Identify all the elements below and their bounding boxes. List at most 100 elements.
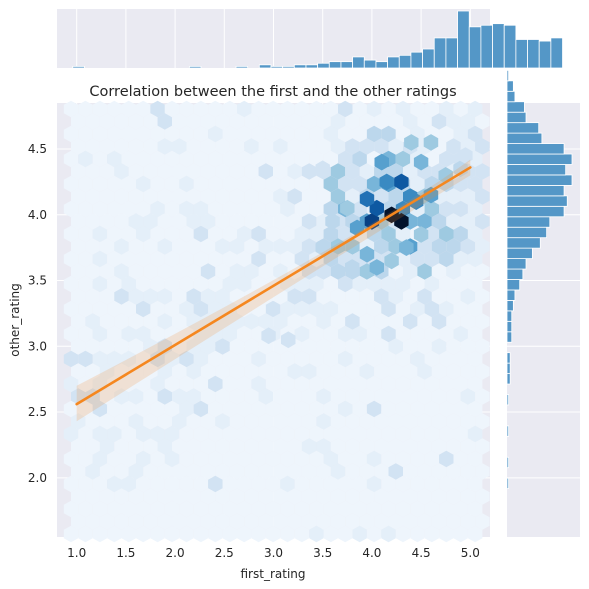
hex-cell-dense [315, 239, 330, 256]
hex-cell [446, 263, 461, 280]
hex-cell [388, 113, 403, 130]
hex-cell [280, 450, 295, 468]
hex-cell [143, 513, 158, 530]
hex-cell [143, 188, 158, 205]
hex-cell [309, 475, 324, 493]
y-tick-label: 3.0 [28, 339, 47, 353]
hex-cell [446, 238, 461, 255]
hex-cell [410, 375, 425, 393]
hex-cell [287, 188, 302, 205]
hex-cell [439, 325, 454, 343]
hex-cell [237, 475, 252, 493]
hex-cell [460, 238, 476, 255]
hex-cell [403, 313, 418, 330]
hex-cell [63, 375, 79, 393]
hex-cell [273, 288, 288, 305]
hex-cell [287, 363, 302, 380]
hex-cell [114, 138, 129, 155]
hex-cell [114, 488, 129, 505]
hex-cell [172, 363, 187, 380]
hex-cell [237, 100, 252, 118]
hex-cell [172, 138, 187, 155]
hex-cell [99, 238, 115, 255]
hex-cell [287, 113, 302, 130]
hex-cell [352, 150, 367, 168]
hex-cell [179, 450, 194, 468]
hex-cell [222, 175, 237, 193]
hex-cell [316, 113, 331, 130]
hex-cell [193, 150, 209, 168]
hex-cell [237, 125, 252, 143]
hex-cell [172, 213, 187, 230]
hex-cell [237, 400, 252, 418]
hex-cell [143, 438, 158, 455]
y-tick-label: 4.5 [28, 142, 47, 156]
hex-cell [265, 425, 281, 443]
hex-cell [323, 375, 338, 393]
hex-cell [63, 475, 79, 493]
hexbin-layer [63, 100, 490, 543]
x-tick-label: 3.5 [313, 546, 332, 560]
hex-cell [78, 450, 93, 468]
hex-cell [150, 225, 165, 243]
hex-cell [157, 213, 172, 230]
marginal-y-bar [506, 69, 509, 82]
hex-cell [424, 250, 440, 268]
hex-cell [359, 413, 375, 430]
hex-cell [186, 363, 201, 380]
x-axis: 1.0 1.5 2.0 2.5 3.0 3.5 4.0 4.5 5.0 [67, 546, 480, 560]
hex-cell [258, 463, 274, 480]
hex-cell [316, 188, 331, 205]
hex-cell [121, 350, 136, 368]
hex-cell [366, 100, 382, 118]
hex-cell [229, 213, 245, 230]
hex-cell [107, 100, 122, 118]
hex-cell [323, 225, 338, 243]
hex-cell [431, 413, 447, 430]
hex-cell [424, 450, 440, 468]
hex-cell [78, 200, 93, 218]
marginal-x-bar [282, 66, 295, 69]
hex-cell [410, 400, 425, 418]
hex-cell [338, 125, 353, 143]
hex-cell [366, 175, 382, 193]
hex-cell [164, 125, 180, 143]
hex-cell [467, 100, 483, 118]
hex-cell [338, 400, 353, 418]
hex-cell [439, 400, 454, 418]
hex-cell [179, 525, 194, 543]
marginal-x-bar [422, 48, 435, 69]
hex-cell [280, 250, 295, 268]
marginal-y-bar [506, 289, 516, 301]
hex-cell [338, 475, 353, 493]
hex-cell [280, 125, 295, 143]
hex-cell [186, 413, 201, 430]
hex-cell [294, 450, 310, 468]
hex-cell [374, 138, 389, 155]
hex-cell [143, 238, 158, 255]
hex-cell [388, 138, 403, 155]
hex-cell [273, 463, 288, 480]
hex-cell [330, 438, 346, 455]
hex-cell [215, 488, 230, 505]
hex-cell [273, 513, 288, 530]
hex-cell [446, 363, 461, 380]
hex-cell [85, 338, 100, 355]
hex-cell [265, 150, 281, 168]
y-axis: 2.0 2.5 3.0 3.5 4.0 4.5 [28, 142, 47, 485]
hex-cell [460, 188, 476, 205]
hex-cell [78, 150, 93, 168]
hex-cell [99, 413, 115, 430]
hex-cell [237, 150, 252, 168]
marginal-x-bar [503, 24, 517, 69]
hex-cell [345, 313, 360, 330]
hex-cell [381, 300, 396, 318]
hex-cell [475, 438, 490, 455]
hex-cell [388, 463, 403, 480]
hex-cell [200, 138, 216, 155]
hex-cell [301, 463, 317, 480]
hex-cell [475, 188, 490, 205]
hex-cell [273, 188, 288, 205]
hex-cell [345, 163, 360, 180]
hex-cell [99, 113, 115, 130]
